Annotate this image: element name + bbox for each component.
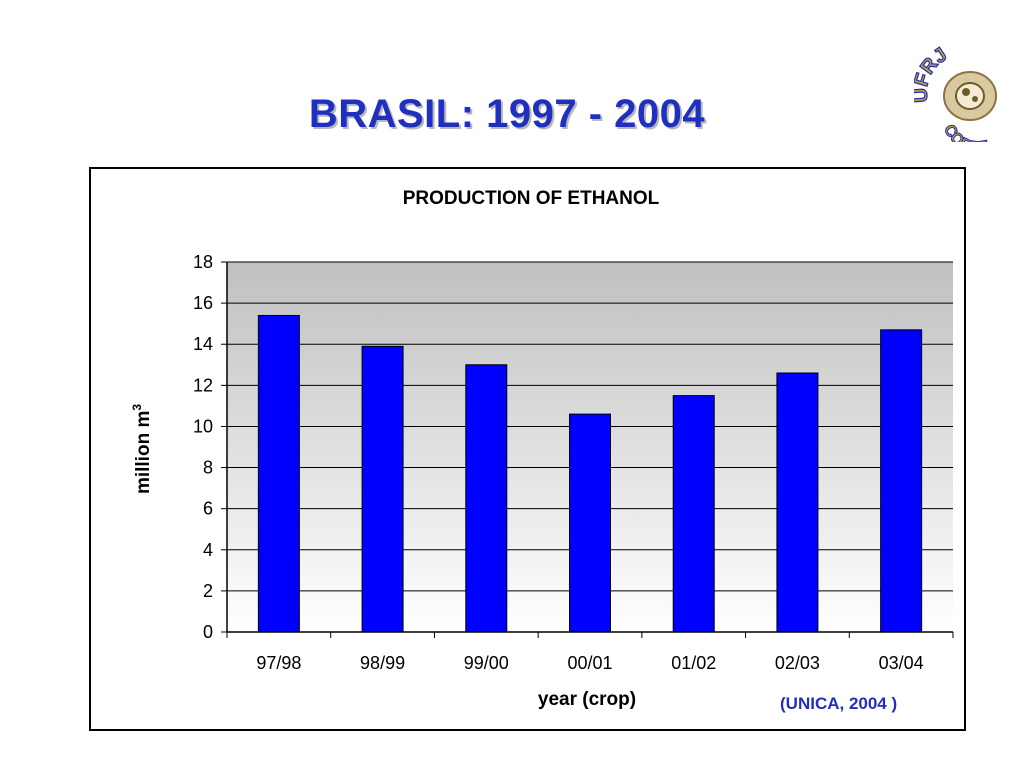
slide-title: BRASIL: 1997 - 2004 (308, 92, 706, 136)
y-tick-label: 4 (203, 540, 213, 560)
x-axis-label: year (crop) (538, 689, 636, 710)
chart-title: PRODUCTION OF ETHANOL (403, 188, 660, 209)
bar-02-03 (776, 372, 819, 633)
y-tick-label: 6 (203, 499, 213, 519)
bar-03-04 (880, 329, 923, 633)
bar-01-02 (672, 395, 715, 633)
bar-97-98 (257, 314, 300, 633)
y-axis-label: million m3 (130, 404, 154, 494)
x-tick-label: 00/01 (567, 653, 612, 673)
source-note: (UNICA, 2004 ) (780, 694, 898, 713)
bar-00-01 (569, 413, 611, 633)
y-tick-label: 10 (193, 416, 213, 436)
ufrj-coppe-logo: UFRJ COPPE (914, 44, 997, 142)
bar-98-99 (361, 345, 404, 633)
y-tick-label: 0 (203, 622, 213, 642)
y-tick-label: 16 (193, 293, 213, 313)
svg-text:COPPE: COPPE (940, 122, 990, 142)
y-tick-label: 18 (193, 252, 213, 272)
y-tick-label: 14 (193, 334, 213, 354)
x-tick-label: 98/99 (360, 653, 405, 673)
ethanol-bar-chart: PRODUCTION OF ETHANOL 0 2 4 6 8 10 12 14 16 18 97/… (130, 188, 954, 710)
x-tick-label: 03/04 (879, 653, 924, 673)
bar-99-00 (465, 364, 508, 633)
x-tick-label: 99/00 (464, 653, 509, 673)
y-tick-label: 12 (193, 375, 213, 395)
x-tick-label: 02/03 (775, 653, 820, 673)
chart-frame: PRODUCTION OF ETHANOL 0 2 4 6 8 10 12 14 16 18 97/… (89, 167, 966, 731)
y-tick-label: 8 (203, 458, 213, 478)
x-tick-label: 97/98 (256, 653, 301, 673)
y-tick-label: 2 (203, 581, 213, 601)
x-tick-label: 01/02 (671, 653, 716, 673)
logo-text-bottom: COPPE (940, 122, 991, 142)
